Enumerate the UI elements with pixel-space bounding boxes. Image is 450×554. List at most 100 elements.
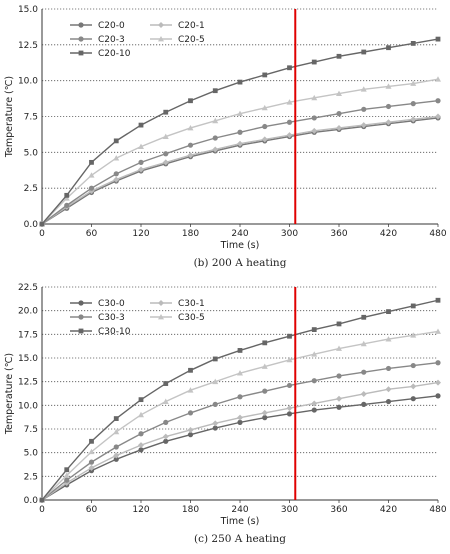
x-tick-label: 480 (429, 229, 446, 239)
legend-marker (78, 328, 84, 334)
data-point (435, 360, 441, 366)
data-point (64, 477, 70, 483)
legend-item: C20-5 (150, 35, 205, 45)
x-tick-label: 480 (429, 505, 446, 515)
data-point (410, 80, 417, 86)
data-point (361, 49, 367, 55)
data-point (360, 86, 367, 92)
data-point (212, 135, 218, 141)
legend-marker (158, 314, 164, 320)
series-C30-3 (39, 360, 441, 503)
data-point (386, 45, 391, 51)
y-tick-label: 5.0 (24, 148, 39, 158)
data-point (39, 497, 45, 503)
legend-label: C20-10 (98, 49, 131, 59)
data-point (435, 98, 441, 104)
data-point (385, 398, 392, 405)
data-point (64, 202, 70, 208)
x-tick-label: 240 (231, 505, 248, 515)
y-tick-label: 2.5 (24, 184, 38, 194)
x-tick-label: 0 (39, 229, 45, 239)
data-point (311, 127, 318, 134)
data-point (410, 383, 417, 390)
data-point (237, 419, 243, 425)
data-point (113, 444, 119, 450)
x-tick-label: 180 (182, 229, 199, 239)
legend-label: C30-10 (98, 327, 131, 337)
data-point (385, 119, 392, 126)
data-point (385, 103, 392, 110)
legend-item: C30-5 (150, 313, 205, 323)
data-point (286, 382, 293, 389)
x-tick-label: 0 (39, 505, 45, 515)
y-tick-label: 7.5 (24, 425, 38, 435)
data-point (187, 387, 194, 393)
x-tick-label: 360 (330, 229, 347, 239)
data-point (237, 348, 243, 353)
data-point (336, 111, 342, 117)
data-point (63, 195, 70, 201)
data-point (360, 340, 367, 347)
data-point (237, 79, 243, 85)
legend-label: C20-5 (178, 35, 205, 45)
data-point (138, 397, 144, 403)
data-point (89, 159, 94, 165)
series-C20-1 (39, 113, 441, 227)
data-point (311, 351, 318, 357)
figure-caption: (b) 200 A heating (194, 257, 287, 269)
legend-label: C30-5 (178, 313, 205, 323)
y-tick-label: 15.0 (18, 354, 38, 364)
data-point (138, 159, 144, 165)
data-point (113, 171, 119, 177)
data-point (385, 336, 392, 342)
data-point (187, 426, 194, 433)
x-tick-label: 240 (231, 229, 248, 239)
x-tick-label: 420 (380, 505, 397, 515)
data-point (287, 65, 292, 71)
data-point (237, 370, 243, 376)
data-point (138, 442, 144, 449)
data-point (113, 176, 120, 183)
legend-label: C30-3 (98, 313, 125, 323)
data-point (311, 115, 317, 121)
x-axis-title: Time (s) (220, 240, 260, 251)
data-point (435, 328, 441, 334)
x-tick-label: 120 (132, 229, 149, 239)
data-point (212, 425, 218, 431)
data-point (435, 76, 441, 82)
data-point (385, 386, 392, 393)
legend-marker (78, 300, 84, 306)
data-point (113, 416, 119, 421)
data-point (385, 365, 392, 372)
legend-label: C20-0 (98, 21, 125, 31)
data-point (237, 110, 243, 117)
chart-200a-svg: 0.0 2.5 5.0 7.5 10.0 12.5 15.0 0 60 120 180 240 300 3… (4, 5, 447, 269)
x-tick-label: 60 (86, 505, 98, 515)
legend-label: C30-0 (98, 299, 125, 309)
data-point (361, 401, 367, 407)
data-point (88, 448, 95, 455)
data-point (286, 119, 293, 125)
data-point (138, 143, 144, 149)
x-tick-label: 60 (86, 229, 98, 239)
chart-250a-heating: 0.0 2.5 5.0 7.5 10.0 12.5 15.0 17.5 20.0 22.5 0 60 1… (0, 278, 450, 550)
data-point (262, 340, 268, 346)
data-point (311, 94, 318, 101)
data-point (287, 333, 292, 339)
legend: C30-0 C30-1 C30-3 C30-5 C30-10 (70, 299, 205, 337)
legend-marker (78, 36, 84, 42)
series-line (41, 395, 439, 501)
y-tick-label: 12.5 (18, 378, 38, 388)
data-point (212, 146, 219, 153)
data-point (262, 72, 268, 78)
x-tick-label: 300 (281, 505, 298, 515)
data-point (237, 129, 243, 135)
data-point (138, 447, 144, 453)
data-point (63, 472, 70, 478)
data-point (410, 303, 416, 309)
data-point (360, 390, 367, 397)
figure-caption: (c) 250 A heating (194, 533, 286, 545)
data-point (162, 133, 169, 139)
y-tick-label: 7.5 (24, 113, 38, 123)
data-point (237, 414, 243, 421)
